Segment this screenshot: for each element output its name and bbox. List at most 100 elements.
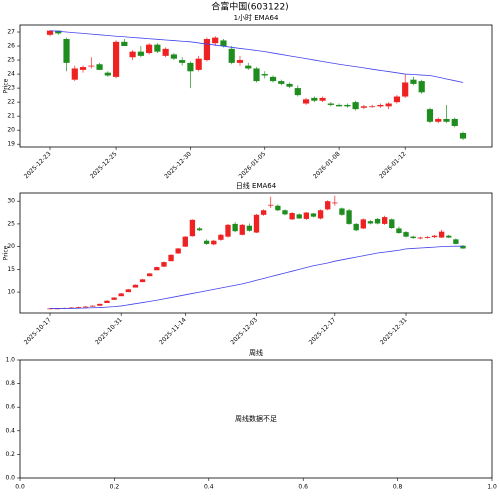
candle-body: [369, 106, 376, 108]
candle-body: [55, 30, 62, 34]
candle-body: [261, 74, 268, 76]
y-tick-label: 30: [7, 198, 15, 205]
candle-body: [245, 65, 252, 69]
x-tick-label: 2025-12-03: [229, 316, 259, 346]
x-tick-label: 2025-12-23: [23, 150, 53, 180]
x-tick-label: 2025-10-31: [94, 316, 124, 346]
candle-body: [154, 267, 160, 271]
candle-body: [90, 305, 96, 307]
y-tick-label: 23: [7, 85, 15, 92]
candle-body: [118, 293, 124, 297]
candle-body: [377, 104, 384, 107]
candle-body: [453, 239, 459, 244]
candle-body: [438, 231, 445, 238]
candle-body: [68, 307, 75, 309]
y-tick-label: 0.4: [5, 427, 15, 434]
panel-title: 周线: [249, 348, 263, 357]
y-tick-label: 19: [7, 141, 15, 148]
candle-body: [253, 214, 260, 233]
candle-body: [154, 44, 161, 52]
candle-body: [162, 48, 169, 56]
y-tick-label: 0.0: [5, 475, 15, 482]
candle-body: [232, 223, 238, 232]
candle-body: [182, 236, 188, 247]
candle-body: [220, 40, 227, 47]
y-tick-label: 26: [7, 43, 15, 50]
candle-body: [310, 213, 317, 217]
y-tick-label: 25: [7, 57, 15, 64]
candle-body: [418, 81, 425, 93]
candle-body: [374, 218, 381, 224]
candle-body: [211, 240, 217, 245]
candle-body: [346, 210, 352, 224]
candle-body: [289, 213, 295, 220]
candle-body: [139, 279, 146, 283]
candle-body: [228, 48, 235, 63]
candle-body: [170, 54, 177, 59]
candle-body: [246, 225, 253, 231]
candle-body: [410, 79, 417, 84]
x-tick-label: 2025-12-17: [308, 316, 338, 346]
y-tick-label: 24: [7, 71, 15, 78]
candle-body: [296, 214, 302, 219]
x-tick-label: 0.8: [393, 484, 403, 491]
figure-title: 合富中国(603122): [211, 1, 288, 13]
candle-body: [424, 237, 431, 238]
candle-body: [225, 224, 231, 237]
candle-body: [319, 97, 326, 101]
x-tick-label: 0.6: [298, 484, 308, 491]
x-tick-label: 2026-01-08: [312, 150, 342, 180]
candle-body: [111, 297, 117, 300]
candle-body: [63, 39, 70, 63]
panel: 日线 EMA64 Price 10 15 20 25 30 2025-10-17 2025-10…: [3, 181, 493, 346]
candle-body: [79, 67, 87, 70]
candle-body: [286, 83, 293, 87]
candle-body: [426, 109, 434, 122]
candle-body: [389, 219, 395, 228]
candle-body: [431, 235, 438, 238]
y-tick-label: 25: [7, 220, 15, 227]
candle-body: [336, 104, 343, 107]
candle-body: [360, 106, 367, 108]
candle-body: [451, 118, 458, 126]
x-tick-label: 2025-12-25: [89, 150, 119, 180]
candle-body: [253, 68, 260, 82]
x-tick-label: 1.0: [487, 484, 497, 491]
candle-body: [393, 96, 401, 103]
candle-body: [239, 224, 245, 235]
y-axis-label: Price: [3, 78, 10, 93]
candle-body: [311, 97, 318, 101]
x-tick-label: 0.2: [110, 484, 120, 491]
candle-body: [137, 51, 144, 56]
x-tick-label: 2025-11-14: [158, 316, 188, 346]
plot-frame: [19, 24, 493, 148]
candle-body: [396, 228, 402, 233]
candle-body: [218, 234, 224, 240]
candle-body: [353, 223, 359, 231]
panel-title: 日线 EMA64: [236, 181, 277, 190]
candle-body: [82, 306, 89, 308]
panel-title: 1小时 EMA64: [234, 13, 279, 22]
candle-body: [360, 219, 366, 229]
candle-body: [132, 284, 139, 288]
candle-body: [446, 235, 452, 238]
candle-body: [459, 132, 467, 139]
y-tick-label: 20: [7, 127, 15, 134]
candle-body: [112, 41, 120, 77]
candle-body: [212, 37, 219, 44]
y-tick-label: 22: [7, 99, 15, 106]
x-tick-label: 0.4: [204, 484, 214, 491]
candle-body: [275, 205, 281, 211]
y-tick-label: 27: [7, 29, 15, 36]
candle-body: [179, 60, 186, 63]
y-tick-label: 0.8: [5, 380, 15, 387]
candle-body: [325, 201, 331, 210]
candle-body: [367, 221, 374, 224]
candle-body: [71, 68, 78, 80]
ema-line: [50, 245, 463, 309]
candle-body: [125, 289, 131, 293]
candle-body: [260, 210, 267, 215]
y-axis-label: Price: [3, 245, 10, 260]
y-tick-label: 10: [7, 289, 15, 296]
